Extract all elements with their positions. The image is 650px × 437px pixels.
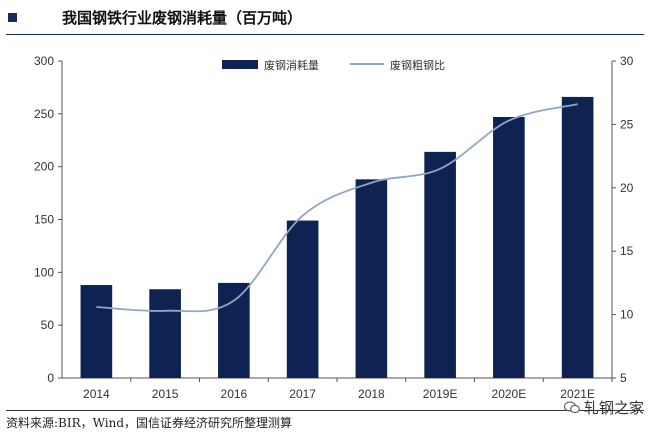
ratio-line [96,103,578,313]
legend-label-bar: 废钢消耗量 [264,58,319,72]
bar [424,151,456,378]
bar [80,285,113,378]
x-tick-label: 2014 [83,387,110,401]
right-tick-label: 30 [620,54,634,68]
x-tick-label: 2016 [221,387,248,401]
legend-swatch-bar [222,60,258,69]
source-note: 资料来源:BIR，Wind，国信证券经济研究所整理测算 [6,416,293,430]
x-tick-label: 2015 [152,387,179,401]
left-tick-label: 300 [34,54,54,68]
bar [355,179,388,378]
left-tick-label: 100 [34,265,54,279]
wechat-icon [563,401,580,414]
bar [493,117,525,379]
bar [286,220,319,378]
right-tick-label: 5 [620,371,627,385]
watermark-text: 轧钢之家 [583,399,644,417]
left-tick-label: 50 [41,318,55,332]
x-tick-label: 2019E [423,387,458,401]
right-tick-label: 25 [620,117,634,131]
footer-divider [6,410,644,411]
watermark: 轧钢之家 [563,397,644,418]
x-tick-label: 2020E [492,387,527,401]
title-marker [8,13,17,22]
right-tick-label: 15 [620,244,634,258]
left-tick-label: 150 [34,213,54,227]
chart-title: 我国钢铁行业废钢消耗量（百万吨） [62,9,303,27]
bar [561,96,594,378]
left-tick-label: 200 [34,160,54,174]
left-tick-label: 250 [34,107,54,121]
left-tick-label: 0 [47,371,54,385]
chart-canvas: 0 50 100 150 200 250 300 5 10 15 20 25 30 2014 2015 201… [34,54,634,401]
title-divider [6,34,644,35]
x-tick-label: 2018 [358,387,385,401]
bar [218,282,250,378]
right-tick-label: 20 [620,181,634,195]
x-tick-label: 2021E [560,387,595,401]
bar [149,289,181,378]
right-tick-label: 10 [620,308,634,322]
legend-label-line: 废钢粗钢比 [390,58,445,72]
x-tick-label: 2017 [289,387,316,401]
